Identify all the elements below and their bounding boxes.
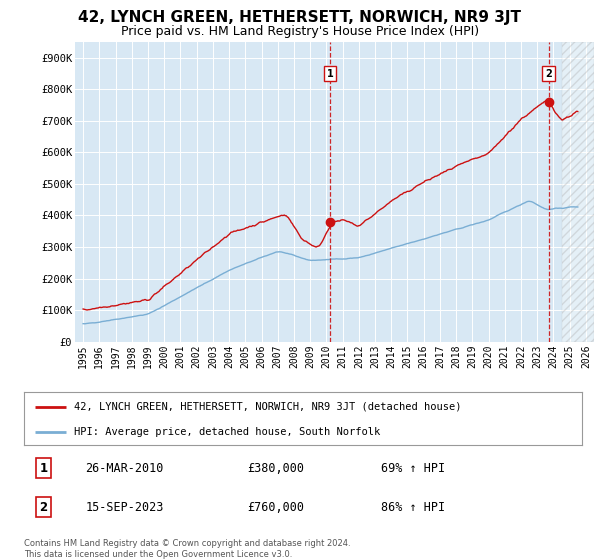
Text: £760,000: £760,000 [247,501,304,514]
Text: 42, LYNCH GREEN, HETHERSETT, NORWICH, NR9 3JT: 42, LYNCH GREEN, HETHERSETT, NORWICH, NR… [79,10,521,25]
Text: 69% ↑ HPI: 69% ↑ HPI [381,462,445,475]
Bar [562,42,594,342]
Text: HPI: Average price, detached house, South Norfolk: HPI: Average price, detached house, Sout… [74,427,380,437]
Text: Contains HM Land Registry data © Crown copyright and database right 2024.
This d: Contains HM Land Registry data © Crown c… [24,539,350,559]
Text: 2: 2 [40,501,47,514]
Text: 1: 1 [40,462,47,475]
Text: 2: 2 [545,68,552,78]
Text: 1: 1 [327,68,334,78]
Text: 86% ↑ HPI: 86% ↑ HPI [381,501,445,514]
Text: 42, LYNCH GREEN, HETHERSETT, NORWICH, NR9 3JT (detached house): 42, LYNCH GREEN, HETHERSETT, NORWICH, NR… [74,402,462,412]
Text: £380,000: £380,000 [247,462,304,475]
Text: 15-SEP-2023: 15-SEP-2023 [85,501,164,514]
Text: 26-MAR-2010: 26-MAR-2010 [85,462,164,475]
Text: Price paid vs. HM Land Registry's House Price Index (HPI): Price paid vs. HM Land Registry's House … [121,25,479,38]
